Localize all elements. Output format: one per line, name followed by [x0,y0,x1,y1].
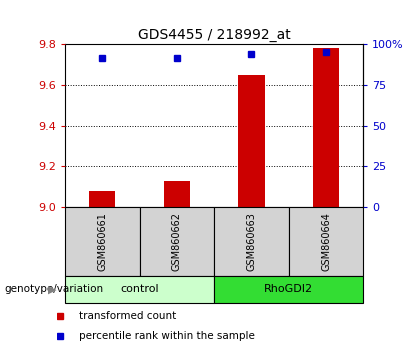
Title: GDS4455 / 218992_at: GDS4455 / 218992_at [138,28,291,42]
Text: GSM860663: GSM860663 [247,212,257,271]
Bar [65,207,139,276]
Text: GSM860664: GSM860664 [321,212,331,271]
Text: GSM860662: GSM860662 [172,212,182,271]
Text: GSM860661: GSM860661 [97,212,108,271]
Bar [214,207,289,276]
Bar [289,207,363,276]
Bar [65,276,214,303]
Bar [239,75,265,207]
Bar [139,207,214,276]
Text: transformed count: transformed count [79,311,176,321]
Bar [164,181,190,207]
Text: control: control [121,284,159,295]
Text: RhoGDI2: RhoGDI2 [264,284,313,295]
Text: genotype/variation: genotype/variation [4,284,103,295]
Bar [313,48,339,207]
Text: percentile rank within the sample: percentile rank within the sample [79,331,255,341]
Text: ▶: ▶ [48,284,57,295]
Bar [214,276,363,303]
Bar [89,191,116,207]
